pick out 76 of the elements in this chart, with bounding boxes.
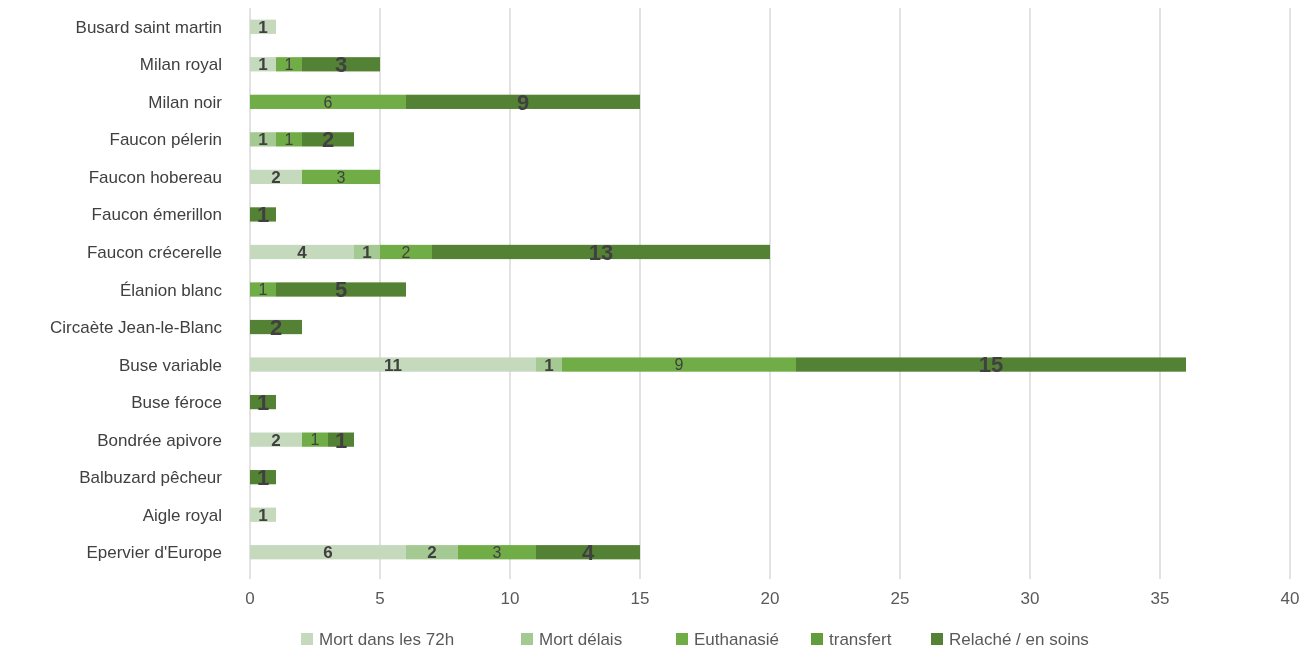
y-tick-label: Epervier d'Europe [86, 543, 222, 563]
x-tick-label: 25 [890, 589, 910, 608]
bar [562, 357, 796, 372]
bar [302, 169, 380, 185]
y-tick-label: Faucon émerillon [91, 205, 222, 225]
y-tick-label: Faucon crécerelle [86, 242, 222, 262]
y-tick-label: Milan noir [148, 92, 223, 112]
data-label: 5 [334, 277, 348, 303]
legend-label: Relaché / en soins [949, 630, 1089, 649]
x-tick-label: 20 [760, 589, 780, 608]
data-label: 3 [336, 168, 346, 186]
legend-label: Euthanasié [694, 630, 780, 649]
y-tick-label: Faucon hobereau [88, 167, 222, 187]
data-label: 1 [256, 390, 270, 416]
bar [458, 545, 536, 560]
y-tick-label: Aigle royal [142, 505, 222, 525]
data-label: 1 [256, 465, 270, 491]
data-label: 9 [674, 356, 684, 374]
x-tick-label: 0 [245, 589, 255, 608]
bar [380, 244, 432, 260]
bar [432, 244, 770, 260]
data-label: 1 [310, 431, 320, 449]
x-tick-label: 40 [1280, 589, 1300, 608]
bar [250, 94, 406, 109]
data-label: 4 [297, 243, 308, 263]
y-tick-label: Busard saint martin [75, 17, 222, 37]
data-label: 3 [334, 52, 348, 78]
y-tick-label: Milan royal [139, 55, 222, 75]
data-label: 15 [978, 352, 1004, 378]
data-label: 9 [516, 89, 530, 115]
data-label: 1 [284, 131, 294, 149]
data-label: 1 [258, 130, 268, 150]
x-tick-label: 30 [1020, 589, 1040, 608]
y-tick-label: Buse féroce [131, 393, 222, 413]
data-label: 2 [271, 430, 281, 450]
bar [276, 282, 406, 297]
data-label: 1 [284, 56, 294, 74]
data-label: 1 [258, 505, 268, 525]
x-tick-label: 10 [500, 589, 520, 608]
bar [250, 357, 536, 372]
data-label: 2 [269, 314, 283, 340]
y-tick-label: Bondrée apivore [97, 430, 222, 450]
x-tick-label: 5 [375, 589, 385, 608]
data-label: 1 [258, 55, 268, 75]
bar [250, 282, 276, 297]
bar [536, 545, 640, 560]
y-tick-label: Balbuzard pêcheur [79, 468, 223, 488]
data-label: 2 [401, 243, 411, 261]
data-label: 1 [544, 355, 554, 375]
bar [796, 357, 1186, 372]
data-label: 6 [323, 93, 333, 111]
data-label: 11 [384, 355, 402, 375]
legend-label: Mort délais [539, 630, 623, 649]
bar [250, 545, 406, 560]
y-tick-label: Circaète Jean-le-Blanc [50, 318, 223, 338]
data-label: 1 [362, 243, 372, 263]
data-label: 1 [256, 202, 270, 228]
y-tick-label: Faucon pélerin [109, 130, 222, 150]
data-label: 13 [588, 239, 614, 265]
y-tick-label: Buse variable [118, 355, 222, 375]
data-label: 6 [323, 543, 333, 563]
data-label: 1 [334, 427, 348, 453]
y-tick-label: Élanion blanc [119, 280, 223, 300]
legend-label: transfert [829, 630, 892, 649]
bar [250, 244, 354, 260]
data-label: 2 [321, 127, 335, 153]
x-tick-label: 15 [630, 589, 650, 608]
bar [406, 94, 640, 109]
data-label: 3 [492, 543, 502, 561]
data-label: 4 [581, 540, 595, 566]
legend-label: Mort dans les 72h [319, 630, 455, 649]
x-tick-label: 35 [1150, 589, 1170, 608]
data-label: 2 [427, 543, 437, 563]
data-label: 1 [258, 17, 268, 37]
data-label: 2 [271, 168, 281, 188]
data-label: 1 [258, 281, 268, 299]
